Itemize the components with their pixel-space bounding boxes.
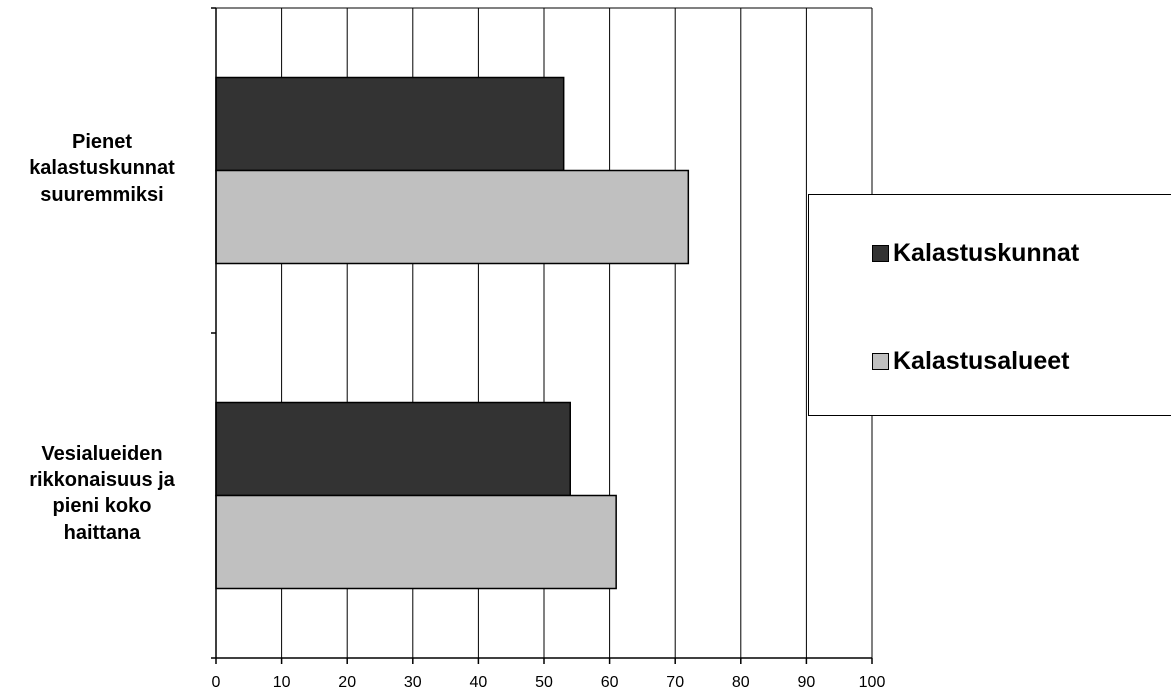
axes xyxy=(211,7,873,664)
x-tick-label: 40 xyxy=(470,674,488,691)
x-tick-label: 30 xyxy=(404,674,422,691)
bar xyxy=(215,494,617,590)
x-tick-label: 60 xyxy=(601,674,619,691)
legend-item-kalastusalueet: Kalastusalueet xyxy=(872,347,1069,376)
x-tick-label: 10 xyxy=(273,674,291,691)
bar xyxy=(215,401,571,497)
bar xyxy=(215,76,565,172)
x-tick-label: 100 xyxy=(859,674,886,691)
x-tick-label: 0 xyxy=(212,674,221,691)
legend-label-kalastuskunnat: Kalastuskunnat xyxy=(893,239,1080,267)
legend: Kalastuskunnat Kalastusalueet xyxy=(808,194,1171,416)
legend-item-kalastuskunnat: Kalastuskunnat xyxy=(872,239,1079,268)
legend-swatch-kalastusalueet xyxy=(872,353,889,370)
legend-label-kalastusalueet: Kalastusalueet xyxy=(893,347,1070,375)
bars xyxy=(215,76,690,590)
x-tick-label: 70 xyxy=(666,674,684,691)
category-label-vesialueiden: Vesialueiden rikkonaisuus ja pieni koko … xyxy=(29,442,175,544)
x-tick-labels: 0 10 20 30 40 50 60 70 80 90 100 xyxy=(212,674,886,691)
legend-swatch-kalastuskunnat xyxy=(872,245,889,262)
x-tick-label: 50 xyxy=(535,674,553,691)
category-label-pienet: Pienet kalastuskunnat suuremmiksi xyxy=(29,130,175,206)
x-tick-label: 80 xyxy=(732,674,750,691)
bar xyxy=(215,169,690,265)
x-tick-label: 90 xyxy=(798,674,816,691)
x-tick-label: 20 xyxy=(338,674,356,691)
